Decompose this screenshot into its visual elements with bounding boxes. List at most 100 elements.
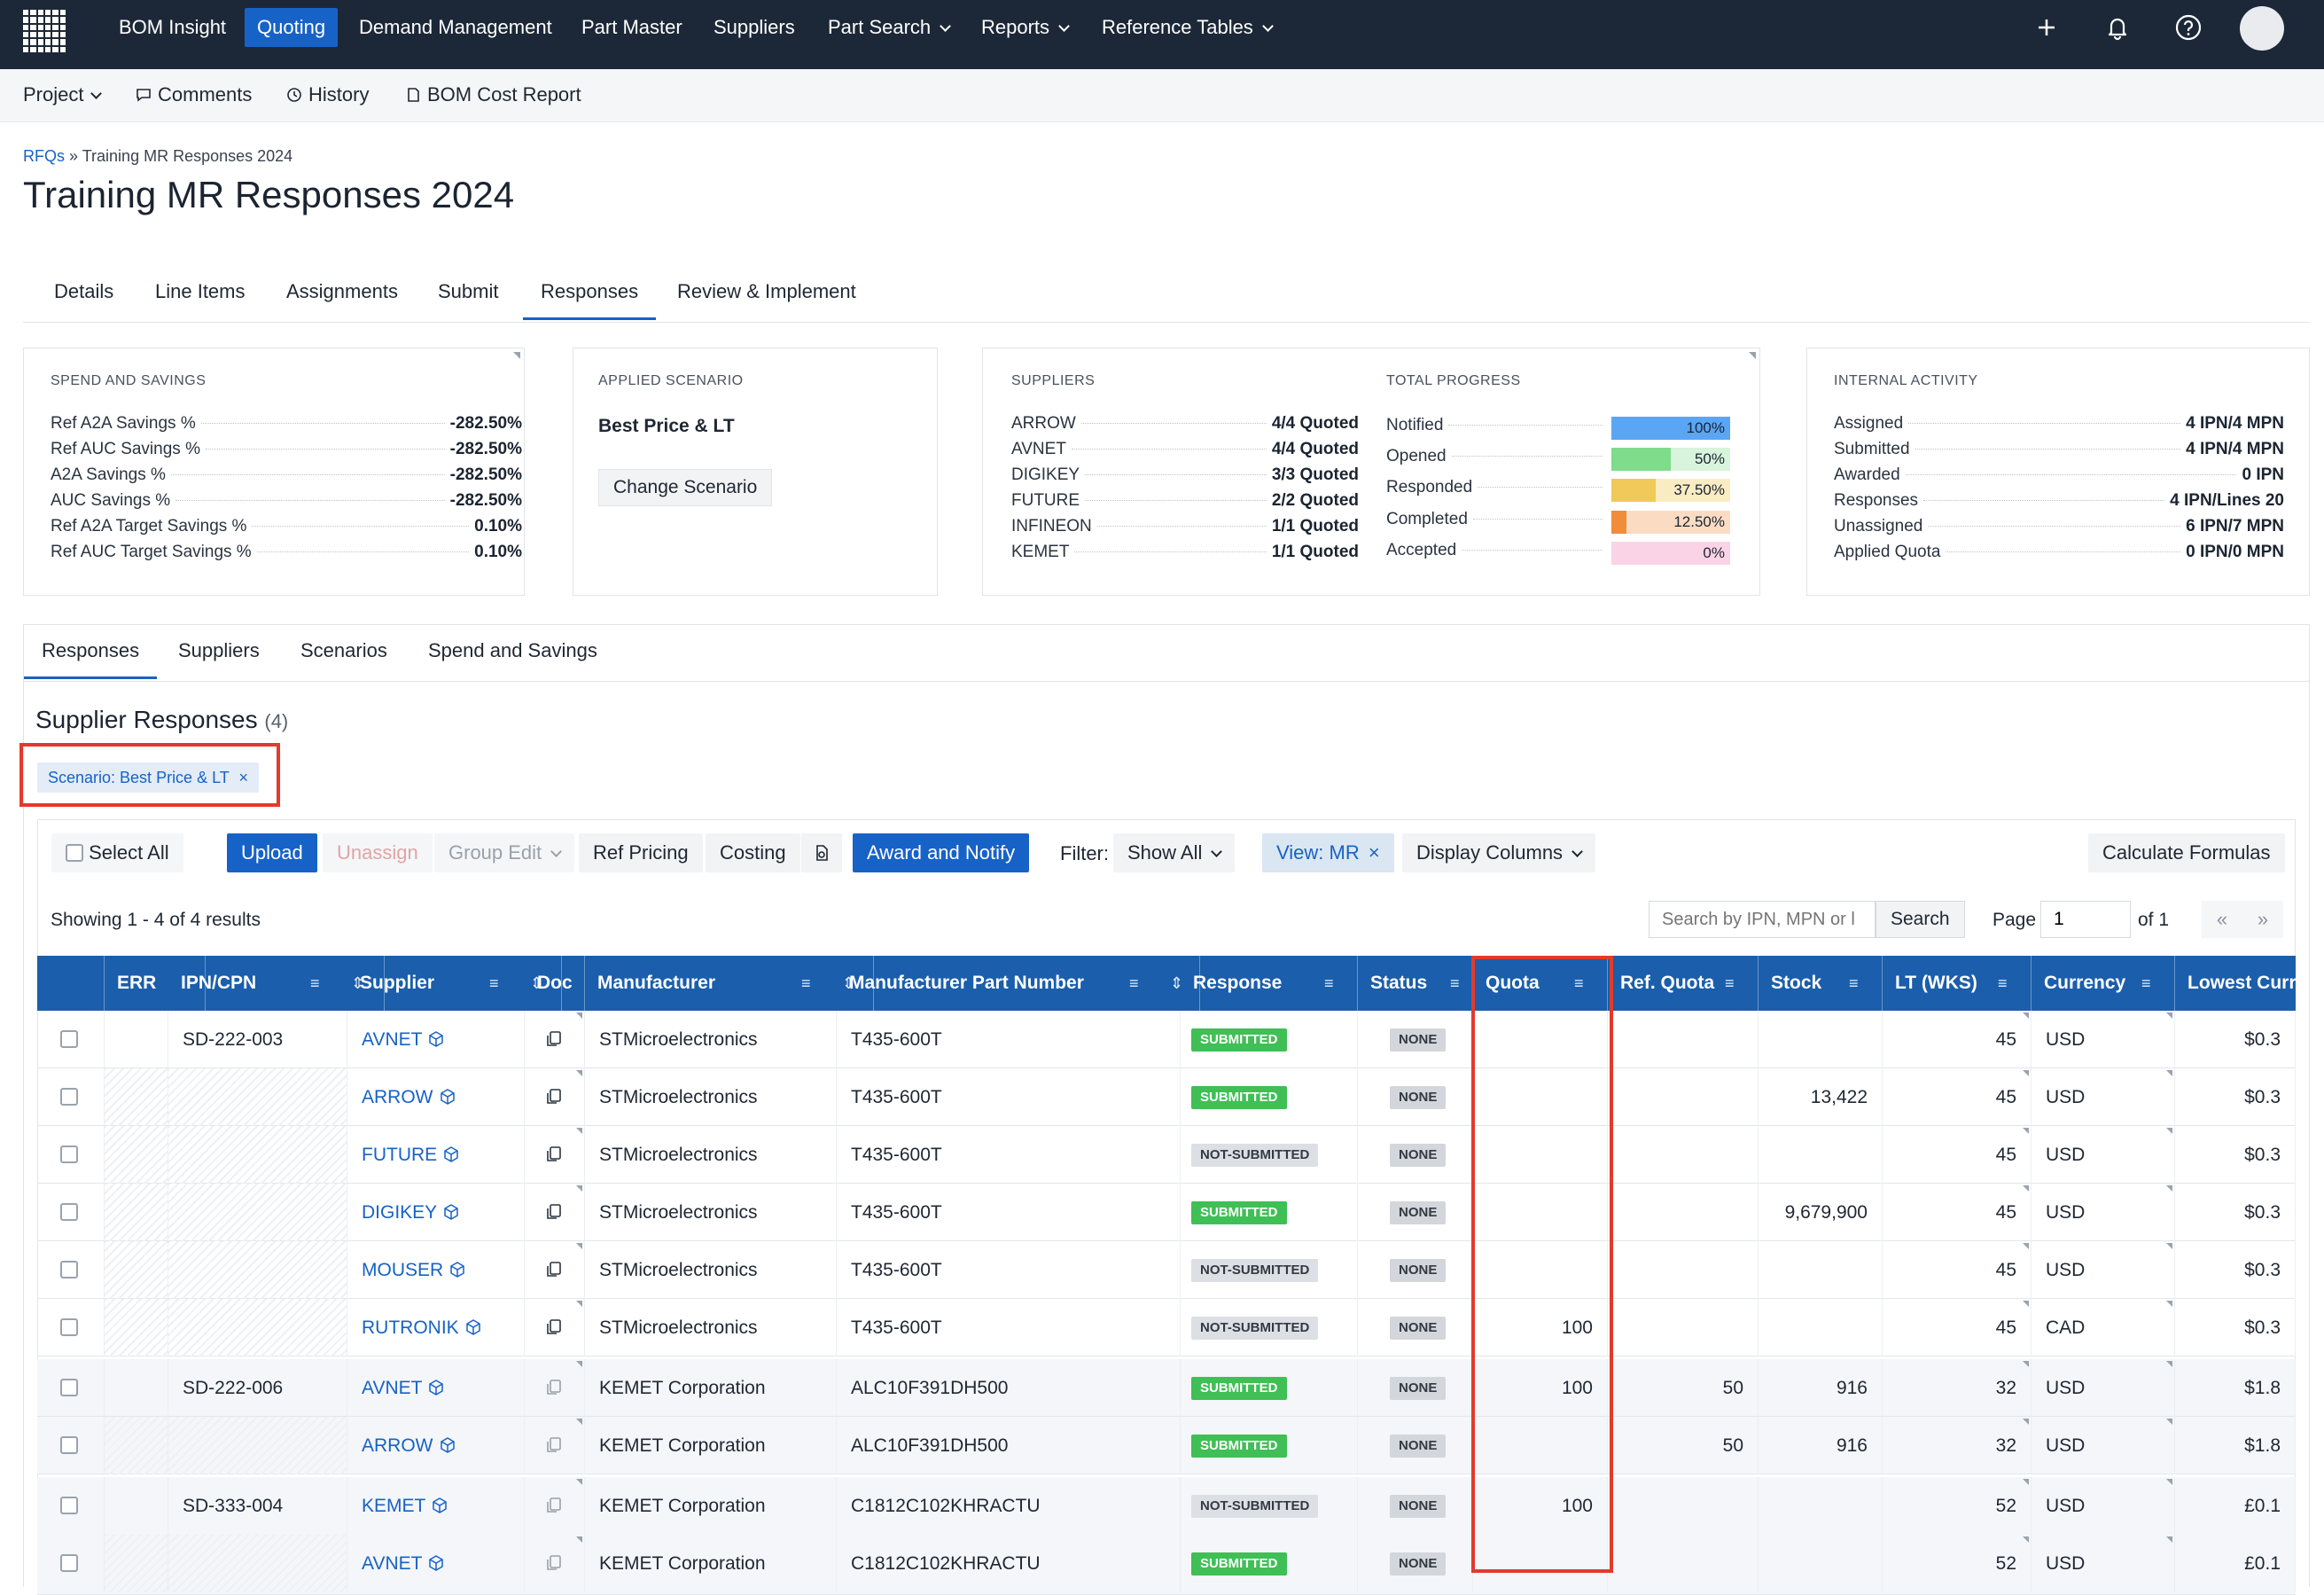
row-checkbox[interactable]: [60, 1497, 78, 1514]
search-input[interactable]: [1649, 901, 1876, 938]
copy-document-icon[interactable]: [544, 1202, 564, 1222]
nav-part-master[interactable]: Part Master: [581, 16, 682, 38]
table-row[interactable]: ARROW STMicroelectronics T435-600T SUBMITTE…: [37, 1068, 2296, 1126]
column-currency[interactable]: Currency ≡: [2032, 956, 2175, 1011]
copy-document-icon[interactable]: [544, 1260, 564, 1279]
chip-close-icon[interactable]: ×: [238, 769, 248, 786]
row-checkbox[interactable]: [60, 1261, 78, 1278]
nav-suppliers[interactable]: Suppliers: [714, 16, 795, 38]
copy-document-icon[interactable]: [544, 1435, 564, 1455]
copy-document-icon[interactable]: [544, 1087, 564, 1106]
supplier-link[interactable]: RUTRONIK: [362, 1317, 459, 1338]
row-checkbox[interactable]: [60, 1030, 78, 1048]
supplier-link[interactable]: AVNET: [362, 1378, 423, 1398]
table-row[interactable]: SD-333-004 KEMET KEMET Corporation C1812C10…: [37, 1477, 2296, 1537]
change-scenario-button[interactable]: Change Scenario: [598, 469, 773, 506]
supplier-link[interactable]: MOUSER: [362, 1260, 444, 1280]
table-row[interactable]: MOUSER STMicroelectronics T435-600T NOT-SUB…: [37, 1241, 2296, 1299]
upload-button[interactable]: Upload: [227, 833, 317, 872]
copy-document-icon[interactable]: [544, 1378, 564, 1397]
nav-part-search[interactable]: Part Search: [828, 0, 952, 55]
table-row[interactable]: FUTURE STMicroelectronics T435-600T NOT-SUB…: [37, 1126, 2296, 1184]
award-and-notify-button[interactable]: Award and Notify: [853, 833, 1030, 872]
nav-quoting[interactable]: Quoting: [245, 8, 339, 47]
supplier-cube-icon[interactable]: [427, 1554, 445, 1572]
scenario-filter-chip[interactable]: Scenario: Best Price & LT ×: [37, 762, 259, 793]
filter-icon[interactable]: ≡: [1574, 974, 1584, 992]
row-checkbox[interactable]: [60, 1554, 78, 1572]
filter-icon[interactable]: ≡: [1998, 974, 2008, 992]
copy-document-icon[interactable]: [544, 1317, 564, 1337]
copy-document-icon[interactable]: [544, 1029, 564, 1049]
filter-icon[interactable]: ≡: [310, 974, 320, 992]
table-row[interactable]: DIGIKEY STMicroelectronics T435-600T SUBMIT…: [37, 1184, 2296, 1241]
project-menu[interactable]: Project: [23, 83, 103, 106]
group-edit-button[interactable]: Group Edit: [434, 833, 575, 872]
select-all-checkbox[interactable]: Select All: [51, 833, 183, 872]
table-row[interactable]: ARROW KEMET Corporation ALC10F391DH500 SUBM…: [37, 1417, 2296, 1474]
supplier-cube-icon[interactable]: [442, 1145, 460, 1163]
tab-assignments[interactable]: Assignments: [286, 280, 398, 302]
costing-settings-button[interactable]: [801, 833, 842, 872]
supplier-link[interactable]: AVNET: [362, 1553, 423, 1574]
tab-submit[interactable]: Submit: [438, 280, 499, 302]
history-link[interactable]: History: [285, 83, 369, 106]
supplier-link[interactable]: ARROW: [362, 1087, 433, 1107]
comments-link[interactable]: Comments: [135, 83, 252, 106]
supplier-link[interactable]: DIGIKEY: [362, 1202, 438, 1223]
tab-review-implement[interactable]: Review & Implement: [677, 280, 856, 302]
unassign-button[interactable]: Unassign: [323, 833, 433, 872]
column-stock[interactable]: Stock ≡: [1759, 956, 1883, 1011]
filter-icon[interactable]: ≡: [1324, 974, 1334, 992]
column-status[interactable]: Status ≡: [1358, 956, 1473, 1011]
row-checkbox[interactable]: [60, 1088, 78, 1106]
view-mr-chip[interactable]: View: MR ×: [1262, 833, 1394, 872]
column-supplier[interactable]: Supplier ≡ ⇕: [347, 956, 562, 1011]
calculate-formulas-button[interactable]: Calculate Formulas: [2088, 833, 2285, 872]
sort-icon[interactable]: ⇕: [351, 974, 365, 992]
supplier-cube-icon[interactable]: [427, 1379, 445, 1396]
filter-icon[interactable]: ≡: [801, 974, 811, 992]
nav-reports[interactable]: Reports: [981, 0, 1070, 55]
bom-cost-report-link[interactable]: BOM Cost Report: [404, 83, 581, 106]
column-err[interactable]: ERR: [105, 956, 206, 1011]
filter-icon[interactable]: ≡: [2141, 974, 2151, 992]
subtab-suppliers[interactable]: Suppliers: [178, 639, 260, 661]
filter-icon[interactable]: ≡: [489, 974, 499, 992]
column-ref-quota[interactable]: Ref. Quota ≡: [1608, 956, 1759, 1011]
row-checkbox[interactable]: [60, 1318, 78, 1336]
subtab-responses[interactable]: Responses: [24, 639, 158, 679]
table-row[interactable]: AVNET KEMET Corporation C1812C102KHRACTU SU…: [37, 1535, 2296, 1595]
search-button[interactable]: Search: [1876, 901, 1965, 938]
supplier-cube-icon[interactable]: [431, 1497, 448, 1514]
copy-document-icon[interactable]: [544, 1553, 564, 1573]
supplier-cube-icon[interactable]: [442, 1203, 460, 1221]
filter-icon[interactable]: ≡: [1849, 974, 1859, 992]
supplier-cube-icon[interactable]: [427, 1030, 445, 1048]
supplier-link[interactable]: FUTURE: [362, 1145, 438, 1165]
column-lt-wks[interactable]: LT (WKS) ≡: [1883, 956, 2032, 1011]
tab-details[interactable]: Details: [54, 280, 114, 302]
copy-document-icon[interactable]: [544, 1145, 564, 1164]
plus-icon[interactable]: [2032, 12, 2062, 43]
ref-pricing-button[interactable]: Ref Pricing: [579, 833, 703, 872]
row-checkbox[interactable]: [60, 1145, 78, 1163]
subtab-scenarios[interactable]: Scenarios: [300, 639, 387, 661]
column-response[interactable]: Response ≡: [1181, 956, 1358, 1011]
table-row[interactable]: SD-222-003 AVNET STMicroelectronics T435-60…: [37, 1011, 2296, 1068]
last-page-button[interactable]: »: [2242, 901, 2283, 938]
user-avatar[interactable]: [2240, 6, 2284, 51]
row-checkbox[interactable]: [60, 1436, 78, 1454]
table-row[interactable]: RUTRONIK STMicroelectronics T435-600T NOT-S…: [37, 1299, 2296, 1357]
supplier-cube-icon[interactable]: [439, 1436, 456, 1454]
column-quota[interactable]: Quota ≡: [1473, 956, 1608, 1011]
supplier-cube-icon[interactable]: [448, 1261, 466, 1278]
supplier-cube-icon[interactable]: [439, 1088, 456, 1106]
bell-icon[interactable]: [2102, 12, 2133, 43]
costing-button[interactable]: Costing: [706, 833, 800, 872]
filter-icon[interactable]: ≡: [1725, 974, 1735, 992]
column-manufacturer[interactable]: Manufacturer ≡ ⇕: [585, 956, 874, 1011]
help-icon[interactable]: [2173, 12, 2203, 43]
nav-reference-tables[interactable]: Reference Tables: [1102, 0, 1274, 55]
first-page-button[interactable]: «: [2202, 901, 2242, 938]
